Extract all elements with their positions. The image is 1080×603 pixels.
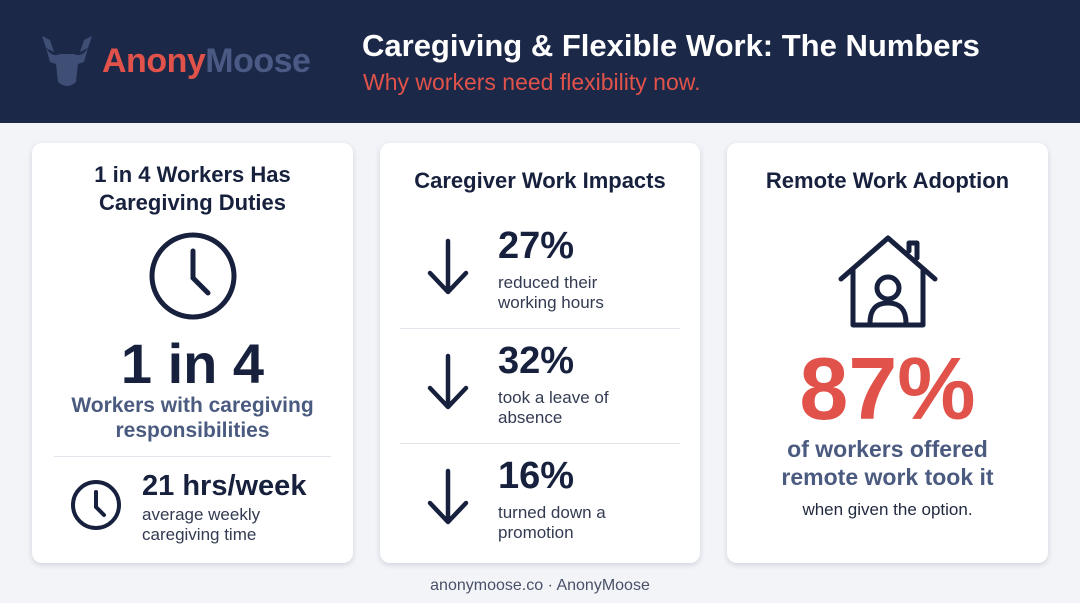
card-title: Caregiver Work Impacts <box>414 168 666 193</box>
caption: Workers with caregiving responsibilities <box>71 394 314 442</box>
stat: 87% <box>799 339 976 438</box>
caption: of workers offered remote work took it <box>781 436 994 490</box>
card: Remote Work Adoption 87% of workers offe… <box>727 143 1048 563</box>
detail-caption: average weekly caregiving time <box>142 505 261 544</box>
arrow-icon <box>426 352 470 412</box>
card-title: 1 in 4 Workers Has Caregiving Duties <box>94 162 291 215</box>
arrow-icon <box>426 467 470 527</box>
logo-icon <box>42 36 92 86</box>
footer: anonymoose.co · AnonyMoose <box>430 577 650 594</box>
arrow <box>427 238 469 295</box>
item-caption: reduced their working hours <box>498 273 604 312</box>
clock-icon <box>149 232 237 320</box>
item-caption: turned down a promotion <box>498 503 606 542</box>
detail-stat: 21 hrs/week <box>142 470 307 502</box>
header: AnonyMoose Caregiving & Flexible Work: T… <box>0 0 1080 123</box>
logo: AnonyMoose <box>102 42 311 81</box>
house-icon <box>838 235 938 328</box>
arrow <box>427 468 469 525</box>
logo-part: Moose <box>205 42 311 80</box>
item-stat: 16% <box>498 455 575 497</box>
arrow <box>427 353 469 410</box>
separator <box>54 456 331 457</box>
card: 1 in 4 Workers Has Caregiving Duties 1 i… <box>32 143 353 563</box>
subtitle: Why workers need flexibility now. <box>363 69 701 95</box>
note: when given the option. <box>802 500 973 519</box>
card-title: Remote Work Adoption <box>765 168 1010 193</box>
logo-part: Anony <box>102 42 206 80</box>
item-caption: took a leave of absence <box>498 388 609 427</box>
card: Caregiver Work Impacts 27% reduced their … <box>380 143 700 563</box>
arrow-icon <box>426 237 470 297</box>
separator <box>400 328 680 329</box>
item-stat: 27% <box>498 225 575 267</box>
title: Caregiving & Flexible Work: The Numbers <box>362 28 980 63</box>
clock-icon <box>71 480 121 530</box>
item-stat: 32% <box>498 340 575 382</box>
separator <box>400 443 680 444</box>
stat: 1 in 4 <box>120 332 265 395</box>
